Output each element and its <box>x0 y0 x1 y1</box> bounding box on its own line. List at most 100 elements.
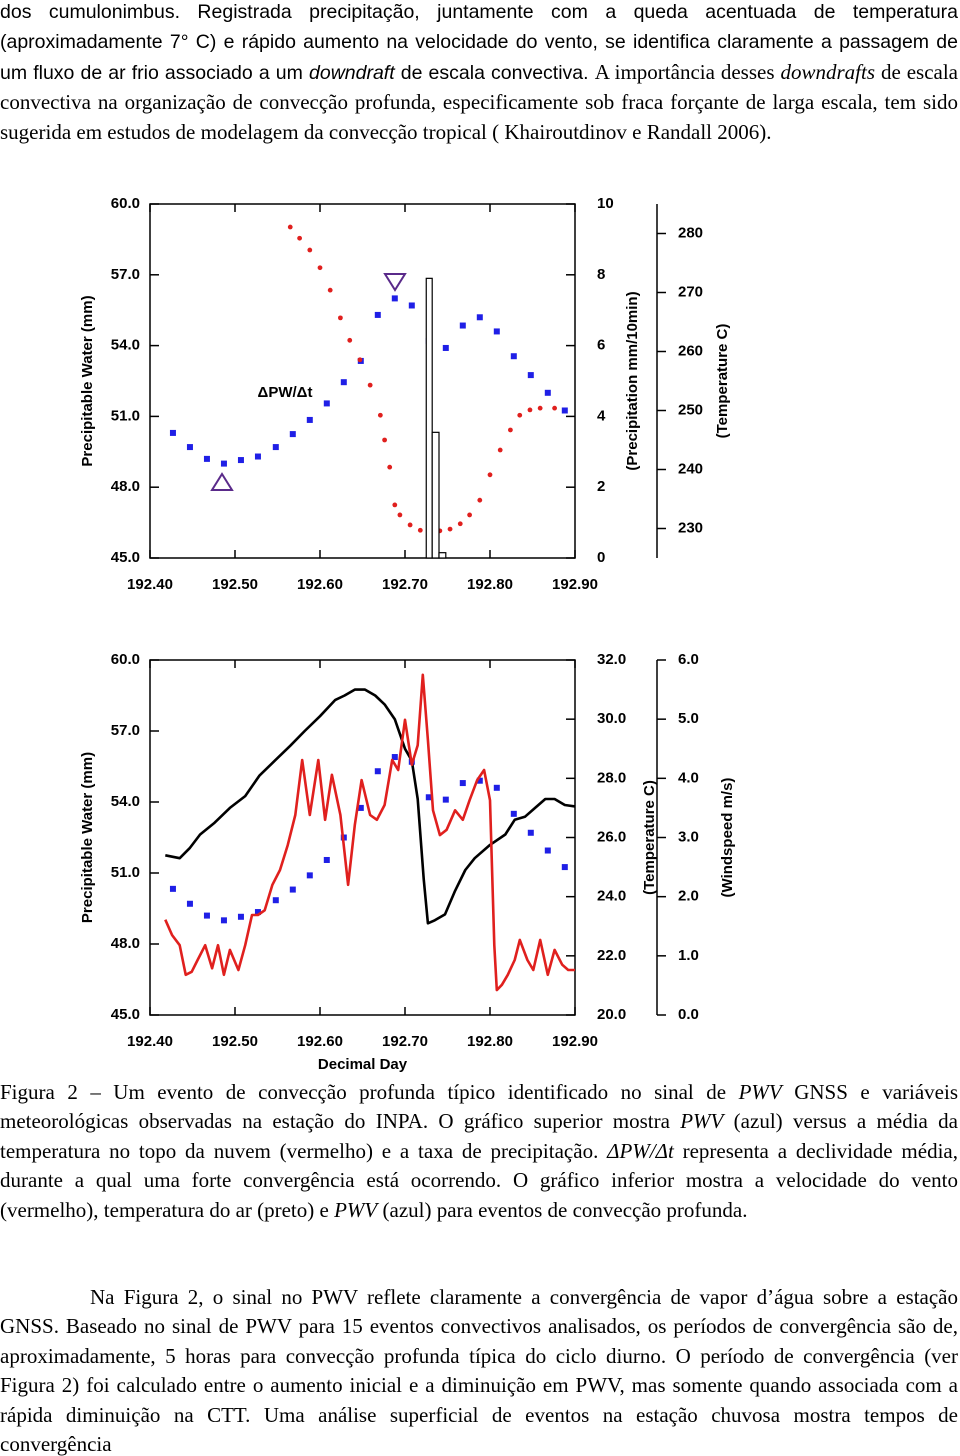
data-point <box>493 784 500 791</box>
y2-tick-label: 6 <box>597 337 605 354</box>
data-point <box>544 389 551 396</box>
x-tick-label: 192.40 <box>127 576 173 593</box>
y-tick-label: 54.0 <box>111 337 140 354</box>
data-point <box>169 885 176 892</box>
data-point <box>457 521 463 527</box>
y-tick-label: 45.0 <box>111 549 140 566</box>
data-point <box>374 768 381 775</box>
data-point <box>374 311 381 318</box>
x-tick-label: 192.80 <box>467 576 513 593</box>
y-tick-label: 54.0 <box>111 793 140 810</box>
x-tick-label: 192.60 <box>297 1033 343 1050</box>
data-point <box>186 444 193 451</box>
y2-tick-label: 28.0 <box>597 769 626 786</box>
data-point <box>382 437 387 443</box>
y2-axis-label: (Precipitation mm/10min) <box>624 291 641 470</box>
y2-tick-label: 26.0 <box>597 828 626 845</box>
data-point <box>327 287 333 293</box>
y-tick-label: 60.0 <box>111 651 140 668</box>
y3-tick-label: 280 <box>678 224 703 241</box>
data-point <box>323 400 330 407</box>
y-tick-label: 60.0 <box>111 195 140 212</box>
data-point <box>391 295 398 302</box>
data-point <box>357 357 363 363</box>
data-point <box>272 444 279 451</box>
y-tick-label: 45.0 <box>111 1006 140 1023</box>
text: (azul) versus a média da temperatura no … <box>0 1109 958 1163</box>
text: dos cumulonimbus. Registrada precipitaçã… <box>0 1 958 84</box>
text: PWV <box>680 1109 724 1134</box>
data-point <box>537 405 543 411</box>
data-point <box>476 314 483 321</box>
y2-tick-label: 20.0 <box>597 1006 626 1023</box>
y3-axis-label: (Temperature C) <box>714 324 731 439</box>
y3-tick-label: 5.0 <box>678 710 699 727</box>
data-point <box>477 497 483 503</box>
data-point <box>425 794 432 801</box>
x-tick-label: 192.40 <box>127 1033 173 1050</box>
plot-frame <box>149 203 576 559</box>
x-tick-label: 192.50 <box>212 1033 258 1050</box>
x-tick-label: 192.80 <box>467 1033 513 1050</box>
text: representa a declividade média, durante … <box>0 1138 958 1222</box>
text: de escala convectiva na organização de c… <box>0 59 958 144</box>
data-point <box>510 810 517 817</box>
data-point <box>306 872 313 879</box>
data-point <box>408 302 415 309</box>
x-tick-label: 192.70 <box>382 576 428 593</box>
text: downdraft <box>309 61 395 84</box>
x-tick-label: 192.90 <box>552 1033 598 1050</box>
y2-tick-label: 24.0 <box>597 888 626 905</box>
y2-tick-label: 0 <box>597 549 605 566</box>
data-point <box>220 460 227 467</box>
y-tick-label: 57.0 <box>111 722 140 739</box>
data-point <box>323 856 330 863</box>
text: (azul) para eventos de convecção profund… <box>377 1197 748 1222</box>
data-point <box>307 247 313 253</box>
x-tick-label: 192.50 <box>212 576 258 593</box>
text: PWV <box>738 1080 782 1104</box>
data-point <box>397 512 403 518</box>
y3-tick-label: 230 <box>678 519 703 536</box>
text: Figura 2 – Um evento de convecção profun… <box>0 1080 739 1104</box>
x-tick-label: 192.60 <box>297 576 343 593</box>
triangle-down-marker <box>383 273 407 292</box>
data-point <box>508 427 513 433</box>
data-point <box>203 455 210 462</box>
y3-tick-label: 2.0 <box>678 888 699 905</box>
x-tick-label: 192.70 <box>382 1033 428 1050</box>
data-point <box>367 382 373 388</box>
data-point <box>442 796 449 803</box>
data-point <box>544 847 551 854</box>
data-point <box>517 412 523 418</box>
paragraph: dos cumulonimbus. Registrada precipitaçã… <box>0 0 958 147</box>
data-line <box>165 688 576 925</box>
data-point <box>203 912 210 919</box>
y2-tick-label: 2 <box>597 478 605 495</box>
text: ΔPW/Δt <box>607 1138 674 1163</box>
y-tick-label: 48.0 <box>111 935 140 952</box>
y3-tick-label: 0.0 <box>678 1006 699 1023</box>
y2-axis-label: (Temperature C) <box>641 780 658 895</box>
data-point <box>407 522 413 528</box>
text: Na Figura 2, o sinal no PWV reflete clar… <box>0 1285 958 1456</box>
data-point <box>527 829 534 836</box>
data-point <box>237 457 244 464</box>
data-point <box>289 886 296 893</box>
data-point <box>357 804 364 811</box>
data-point <box>561 864 568 871</box>
data-point <box>169 429 176 436</box>
data-point <box>510 353 517 360</box>
data-point <box>272 897 279 904</box>
triangle-up-marker <box>210 472 234 491</box>
annotation: ΔPW/Δt <box>258 384 313 401</box>
data-point <box>391 754 398 761</box>
figure-caption: Figura 2 – Um evento de convecção profun… <box>0 1078 958 1225</box>
y-axis-label: Precipitable Water (mm) <box>79 752 96 923</box>
text: de escala convectiva. <box>394 61 595 84</box>
y3-tick-label: 250 <box>678 401 703 418</box>
y3-tick-label: 1.0 <box>678 947 699 964</box>
data-point <box>317 265 323 271</box>
